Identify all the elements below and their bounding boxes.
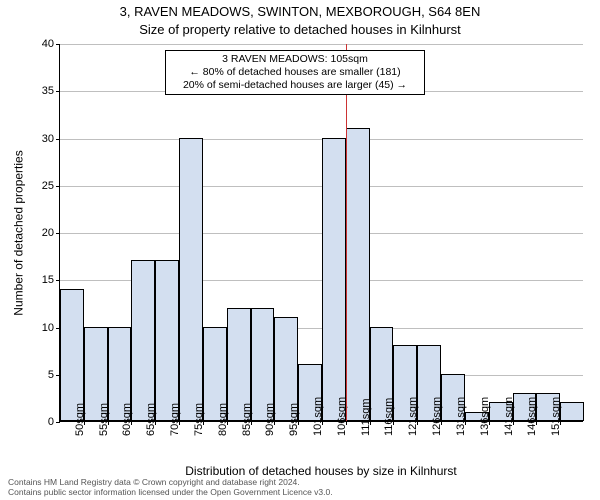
ytick-label: 35: [14, 85, 54, 97]
ytick-label: 20: [14, 227, 54, 239]
annotation-box: 3 RAVEN MEADOWS: 105sqm← 80% of detached…: [165, 50, 425, 95]
footer-line-2: Contains public sector information licen…: [8, 488, 333, 498]
ytick-label: 30: [14, 133, 54, 145]
histogram-bar: [131, 260, 155, 421]
histogram-bar: [322, 138, 346, 422]
x-axis-label: Distribution of detached houses by size …: [59, 464, 583, 478]
ytick-mark: [56, 139, 60, 140]
ytick-mark: [56, 233, 60, 234]
reference-line: [346, 44, 347, 421]
plot-area: 051015202530354050sqm55sqm60sqm65sqm70sq…: [59, 44, 583, 422]
ytick-mark: [56, 422, 60, 423]
histogram-bar: [346, 128, 370, 421]
ytick-label: 0: [14, 416, 54, 428]
histogram-bar: [155, 260, 179, 421]
ytick-mark: [56, 91, 60, 92]
figure: 3, RAVEN MEADOWS, SWINTON, MEXBOROUGH, S…: [0, 0, 600, 500]
histogram-bar: [60, 289, 84, 421]
ytick-label: 15: [14, 274, 54, 286]
histogram-bar: [560, 402, 584, 421]
ytick-label: 5: [14, 369, 54, 381]
ytick-mark: [56, 186, 60, 187]
gridline: [60, 44, 583, 45]
footer-attribution: Contains HM Land Registry data © Crown c…: [8, 478, 333, 498]
ytick-mark: [56, 44, 60, 45]
annotation-line-1: 3 RAVEN MEADOWS: 105sqm: [172, 53, 418, 66]
ytick-mark: [56, 280, 60, 281]
annotation-line-2: ← 80% of detached houses are smaller (18…: [172, 66, 418, 79]
ytick-label: 40: [14, 38, 54, 50]
ytick-label: 25: [14, 180, 54, 192]
histogram-bar: [179, 138, 203, 422]
title-sub: Size of property relative to detached ho…: [0, 22, 600, 37]
annotation-line-3: 20% of semi-detached houses are larger (…: [172, 79, 418, 92]
title-main: 3, RAVEN MEADOWS, SWINTON, MEXBOROUGH, S…: [0, 4, 600, 19]
ytick-label: 10: [14, 322, 54, 334]
